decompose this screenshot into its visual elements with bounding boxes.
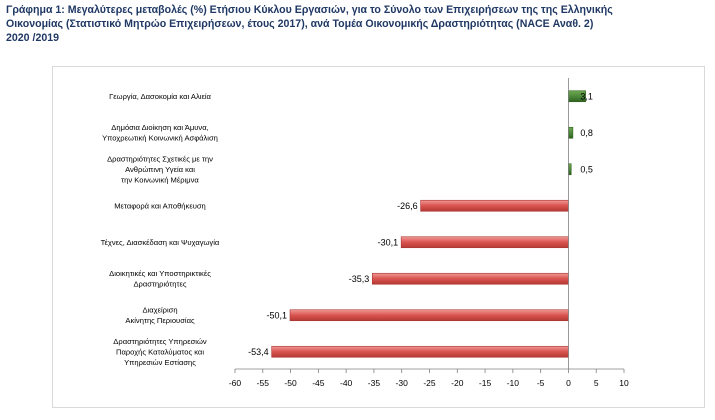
x-tick-label: 10	[619, 378, 629, 388]
category-label: Δημόσια Διοίκηση και Άμυνα,	[111, 123, 208, 132]
x-tick-label: -50	[284, 378, 297, 388]
category-label: Ανθρώπινη Υγεία και	[125, 165, 195, 174]
chart-title-line: Γράφημα 1: Μεγαλύτερες μεταβολές (%) Ετή…	[6, 4, 613, 16]
data-label: -35,3	[349, 274, 370, 284]
data-label: 0,5	[580, 164, 593, 174]
category-label: Μεταφορά και Αποθήκευση	[114, 201, 206, 210]
x-tick-label: -20	[451, 378, 464, 388]
bar-negative	[271, 345, 569, 358]
data-label: -26,6	[397, 201, 418, 211]
chart-frame	[52, 66, 705, 408]
x-tick-label: -25	[423, 378, 436, 388]
data-label: -30,1	[378, 237, 399, 247]
x-tick-label: -35	[368, 378, 381, 388]
chart-title-line: 2020 /2019	[6, 32, 60, 44]
chart-title: Γράφημα 1: Μεγαλύτερες μεταβολές (%) Ετή…	[6, 3, 706, 45]
bar-negative	[371, 272, 569, 285]
bar-negative	[289, 309, 569, 322]
bar-positive	[568, 163, 572, 176]
category-label: Διαχείριση	[142, 306, 177, 315]
data-label: 3,1	[580, 91, 593, 101]
category-label: Παροχής Καταλύματος και	[116, 347, 204, 356]
bar-positive	[568, 126, 574, 139]
category-label: Ακίνητης Περιουσίας	[125, 316, 195, 325]
x-tick-label: -40	[340, 378, 353, 388]
x-tick-label: -55	[257, 378, 270, 388]
category-label: Τέχνες, Διασκέδαση και Ψυχαγωγία	[101, 238, 220, 247]
category-label: την Κοινωνική Μέριμνα	[121, 175, 199, 184]
x-tick-label: -15	[479, 378, 492, 388]
category-label: Γεωργία, Δασοκομία και Αλιεία	[109, 92, 211, 101]
bar-negative	[400, 236, 569, 249]
x-tick-label: -45	[312, 378, 325, 388]
category-label: Δραστηριότητες	[133, 280, 186, 289]
data-label: -53,4	[248, 347, 269, 357]
x-tick-label: 5	[594, 378, 599, 388]
x-tick-label: -10	[507, 378, 520, 388]
x-tick-label: -30	[396, 378, 409, 388]
category-label: Δραστηριότητες Υπηρεσιών	[113, 337, 207, 346]
x-tick-label: -60	[229, 378, 242, 388]
chart-title-line: Οικονομίας (Στατιστικό Μητρώο Επιχειρήσε…	[6, 18, 594, 30]
category-label: Διοικητικές και Υποστηρικτικές	[109, 269, 211, 278]
x-tick-label: 0	[566, 378, 571, 388]
data-label: 0,8	[580, 128, 593, 138]
bar-negative	[420, 199, 569, 212]
data-label: -50,1	[267, 310, 288, 320]
x-tick-label: -5	[537, 378, 545, 388]
category-label: Υπηρεσιών Εστίασης	[124, 358, 196, 367]
category-label: Υποχρεωτική Κοινωνική Ασφάλιση	[102, 134, 218, 143]
category-label: Δραστηριότητες Σχετικές με την	[107, 154, 213, 163]
